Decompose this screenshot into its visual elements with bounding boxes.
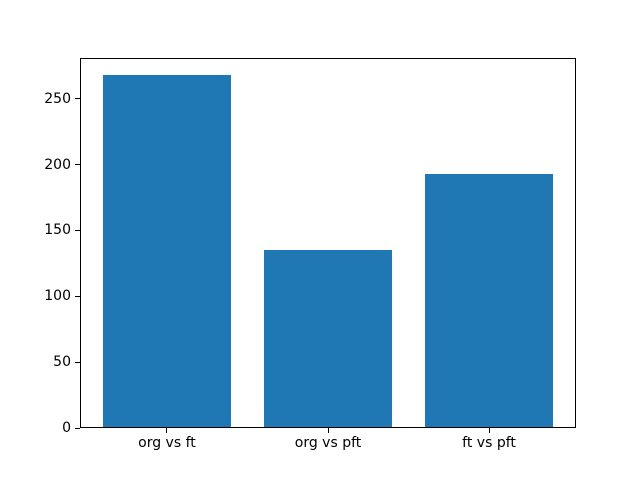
x-tick-mark <box>327 428 329 433</box>
x-tick-label: org vs ft <box>138 435 196 451</box>
bar-org-vs-ft <box>102 75 232 428</box>
y-tick-mark <box>75 164 80 166</box>
bar-org-vs-pft <box>263 250 393 428</box>
y-tick-label: 150 <box>44 222 71 239</box>
bar-ft-vs-pft <box>424 173 554 428</box>
plot-area: 0 50 100 150 200 250 org vs ft org vs pft ft vs … <box>44 58 576 450</box>
x-tick-label: ft vs pft <box>462 435 516 451</box>
x-tick-mark <box>488 428 490 433</box>
x-tick-label: org vs pft <box>294 435 362 451</box>
y-tick-mark <box>75 361 80 363</box>
x-tick-mark <box>166 428 168 433</box>
y-tick-mark <box>75 229 80 231</box>
y-tick-label: 250 <box>44 90 71 107</box>
y-tick-label: 0 <box>62 420 71 436</box>
y-tick-label: 100 <box>44 288 71 305</box>
y-tick-mark <box>75 295 80 297</box>
y-tick-label: 50 <box>53 354 71 371</box>
y-tick-label: 200 <box>44 156 71 173</box>
y-tick-mark <box>75 98 80 100</box>
y-tick-mark <box>75 427 80 429</box>
